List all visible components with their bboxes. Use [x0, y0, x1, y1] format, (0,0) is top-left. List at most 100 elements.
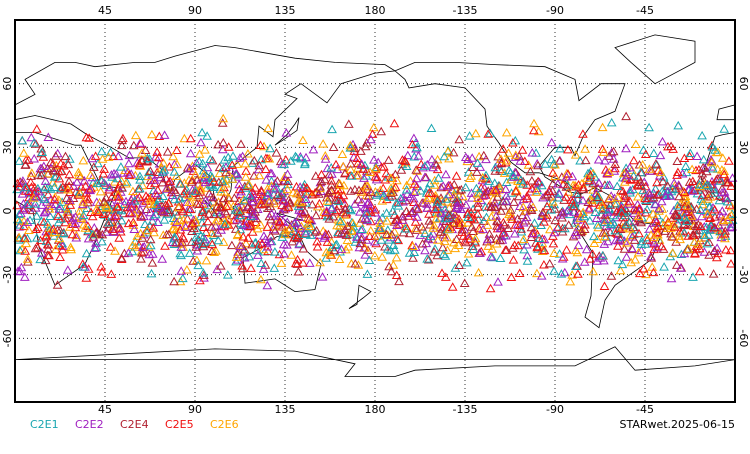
marker — [57, 244, 68, 254]
marker — [611, 212, 621, 222]
marker — [364, 255, 375, 264]
marker — [346, 171, 357, 180]
marker — [498, 201, 508, 210]
marker — [613, 192, 623, 202]
marker — [400, 223, 411, 233]
marker — [135, 228, 146, 238]
marker — [350, 258, 361, 268]
marker — [124, 207, 135, 217]
marker — [483, 129, 494, 138]
marker — [436, 182, 446, 192]
marker — [694, 164, 704, 174]
marker — [145, 234, 156, 244]
marker — [359, 173, 369, 182]
marker — [264, 197, 274, 206]
marker — [345, 158, 356, 168]
marker — [31, 224, 41, 233]
marker — [184, 197, 195, 206]
marker — [173, 202, 184, 212]
marker — [498, 144, 508, 153]
marker — [397, 211, 408, 221]
marker — [145, 194, 156, 204]
marker — [219, 215, 230, 225]
marker — [373, 157, 384, 167]
marker — [286, 156, 296, 165]
marker — [629, 235, 640, 244]
marker — [312, 236, 322, 246]
marker — [369, 236, 380, 246]
marker — [214, 168, 225, 178]
marker — [231, 252, 242, 261]
marker — [354, 185, 364, 194]
observation-markers — [12, 111, 738, 293]
marker — [459, 278, 470, 287]
marker — [542, 201, 552, 211]
marker — [447, 282, 458, 291]
marker — [70, 218, 81, 228]
marker — [254, 170, 265, 180]
marker — [454, 134, 465, 144]
marker — [573, 240, 584, 250]
marker — [64, 181, 74, 190]
marker — [252, 223, 263, 233]
marker — [333, 201, 344, 210]
marker — [501, 155, 512, 165]
x-tick-label-top: -135 — [453, 4, 478, 17]
marker — [429, 175, 440, 185]
y-tick-label-left: 30 — [1, 140, 14, 154]
marker — [338, 218, 349, 227]
marker — [539, 259, 549, 269]
marker — [104, 217, 114, 227]
marker — [421, 195, 432, 204]
marker — [424, 193, 434, 202]
marker — [713, 173, 723, 183]
marker — [82, 192, 92, 202]
coastline — [348, 284, 372, 309]
marker — [522, 256, 533, 265]
marker — [518, 176, 528, 186]
marker — [101, 180, 111, 190]
marker — [405, 176, 416, 185]
marker — [291, 188, 302, 198]
y-tick-label-right: 0 — [737, 208, 750, 215]
marker — [50, 151, 61, 160]
marker — [383, 235, 394, 244]
marker — [422, 159, 433, 169]
marker — [492, 216, 502, 225]
marker — [18, 205, 28, 214]
marker — [298, 135, 308, 144]
marker — [97, 236, 107, 246]
marker — [44, 225, 55, 235]
marker — [38, 161, 49, 170]
marker — [116, 162, 126, 171]
marker — [671, 260, 682, 269]
marker — [703, 189, 714, 199]
marker — [687, 164, 697, 173]
marker — [409, 187, 420, 196]
marker — [613, 241, 623, 250]
marker — [223, 142, 234, 151]
legend-entry: C2E5 — [165, 418, 194, 431]
marker — [326, 204, 337, 213]
marker — [234, 179, 244, 189]
marker — [621, 252, 632, 261]
marker — [18, 176, 28, 185]
marker — [625, 187, 635, 197]
marker — [720, 233, 730, 243]
marker — [26, 132, 37, 142]
marker — [697, 168, 708, 178]
marker — [422, 254, 433, 263]
marker — [409, 197, 419, 206]
marker — [66, 244, 77, 254]
marker — [649, 244, 659, 254]
marker — [403, 211, 414, 220]
marker — [14, 181, 24, 191]
marker — [707, 142, 718, 151]
marker — [152, 167, 162, 176]
marker — [217, 118, 228, 127]
marker — [255, 220, 266, 229]
marker — [279, 248, 289, 258]
marker — [548, 178, 558, 188]
marker — [621, 143, 631, 153]
marker — [722, 177, 733, 187]
